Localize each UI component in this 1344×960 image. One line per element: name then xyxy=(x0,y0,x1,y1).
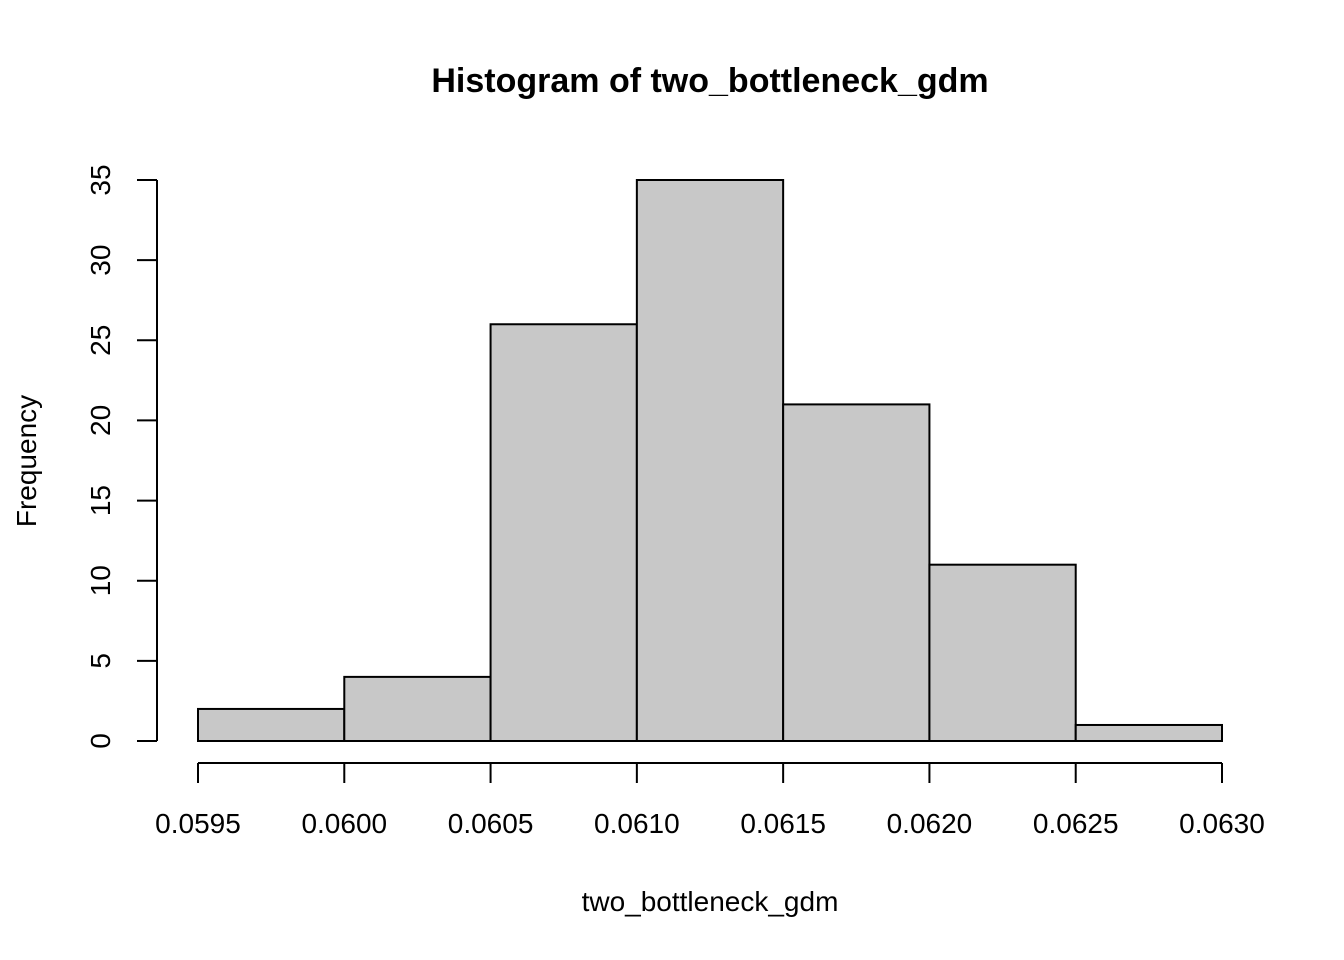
x-tick-label: 0.0600 xyxy=(301,808,387,839)
histogram-bar-1 xyxy=(197,707,346,743)
y-tick-label: 35 xyxy=(85,164,116,195)
x-tick-label: 0.0605 xyxy=(448,808,534,839)
histogram-bar-6 xyxy=(928,563,1077,743)
histogram-bar-7 xyxy=(1074,723,1223,743)
y-axis-label: Frequency xyxy=(11,395,42,527)
x-axis-label: two_bottleneck_gdm xyxy=(582,886,839,917)
y-tick-label: 5 xyxy=(85,653,116,669)
x-tick-label: 0.0625 xyxy=(1033,808,1119,839)
y-tick-label: 0 xyxy=(85,733,116,749)
bars-group xyxy=(197,179,1223,743)
x-tick-label: 0.0595 xyxy=(155,808,241,839)
y-tick-label: 25 xyxy=(85,325,116,356)
y-axis: 0 5 10 15 20 25 30 35 xyxy=(85,164,158,749)
histogram-bar-3 xyxy=(489,323,638,742)
x-tick-label: 0.0615 xyxy=(740,808,826,839)
y-tick-label: 15 xyxy=(85,485,116,516)
histogram-bar-5 xyxy=(782,403,931,742)
y-tick-label: 30 xyxy=(85,245,116,276)
y-tick-label: 20 xyxy=(85,405,116,436)
histogram-bar-2 xyxy=(343,675,492,743)
x-tick-label: 0.0610 xyxy=(594,808,680,839)
x-tick-label: 0.0620 xyxy=(887,808,973,839)
x-tick-label: 0.0630 xyxy=(1179,808,1265,839)
x-axis: 0.0595 0.0600 0.0605 0.0610 0.0615 0.0620 0.06… xyxy=(155,762,1265,839)
histogram-bar-4 xyxy=(635,179,785,742)
y-tick-label: 10 xyxy=(85,565,116,596)
chart-title: Histogram of two_bottleneck_gdm xyxy=(431,62,988,100)
